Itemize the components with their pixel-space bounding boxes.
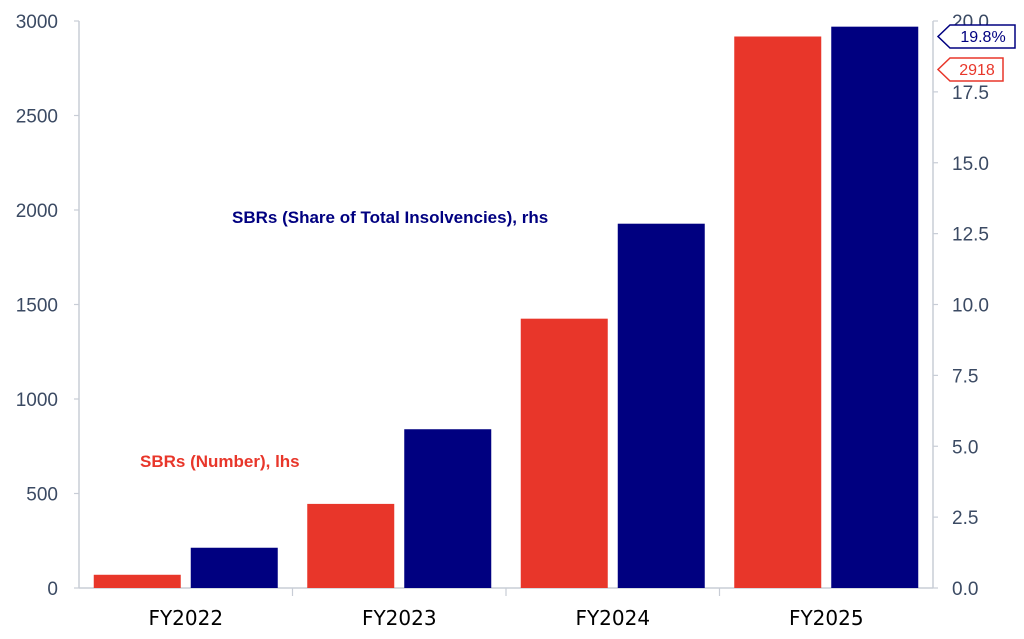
- bar-sbrs-share-fy2023: [404, 429, 492, 588]
- right-tick-label: 12.5: [952, 225, 989, 246]
- left-tick-label: 500: [26, 485, 58, 506]
- bar-sbrs-number-fy2022: [93, 574, 181, 588]
- left-tick-label: 1000: [16, 390, 58, 411]
- callout-left-box: [936, 57, 1004, 82]
- left-series-annotation: SBRs (Number), lhs: [140, 452, 300, 471]
- right-tick-label: 0.0: [952, 579, 978, 600]
- right-tick-label: 15.0: [952, 154, 989, 175]
- left-axis-ticks: 0 500 1000 1500 2000 2500 3000: [16, 12, 79, 600]
- x-tick-label: FY2025: [789, 606, 864, 630]
- x-tick-label: FY2023: [362, 606, 437, 630]
- x-axis-ticks: FY2022 FY2023 FY2024 FY2025: [148, 588, 864, 630]
- right-tick-label: 5.0: [952, 437, 978, 458]
- right-axis-ticks: 0.02.55.07.510.012.515.017.520.0: [933, 12, 989, 600]
- callout-right-value: 19.8%: [936, 24, 1016, 49]
- right-tick-label: 2.5: [952, 508, 978, 529]
- bar-sbrs-number-fy2024: [520, 318, 608, 588]
- right-tick-label: 17.5: [952, 83, 989, 104]
- callout-right-box: [936, 24, 1016, 49]
- callout-right-text: 19.8%: [960, 29, 1005, 46]
- left-tick-label: 1500: [16, 296, 58, 317]
- x-tick-label: FY2022: [148, 606, 223, 630]
- bar-sbrs-share-fy2025: [831, 26, 919, 589]
- bar-sbrs-share-fy2022: [190, 547, 278, 588]
- left-tick-label: 0: [47, 579, 58, 600]
- left-tick-label: 2500: [16, 107, 58, 128]
- left-tick-label: 3000: [16, 12, 58, 33]
- bar-sbrs-number-fy2025: [734, 36, 822, 589]
- right-tick-label: 10.0: [952, 296, 989, 317]
- callout-left-text: 2918: [959, 62, 995, 79]
- right-series-annotation: SBRs (Share of Total Insolvencies), rhs: [232, 208, 548, 227]
- x-tick-label: FY2024: [575, 606, 650, 630]
- callout-left-value: 2918: [936, 57, 1004, 82]
- left-tick-label: 2000: [16, 201, 58, 222]
- bars: [93, 26, 919, 589]
- right-tick-label: 7.5: [952, 366, 978, 387]
- bar-sbrs-number-fy2023: [307, 503, 395, 588]
- bar-sbrs-share-fy2024: [617, 223, 705, 588]
